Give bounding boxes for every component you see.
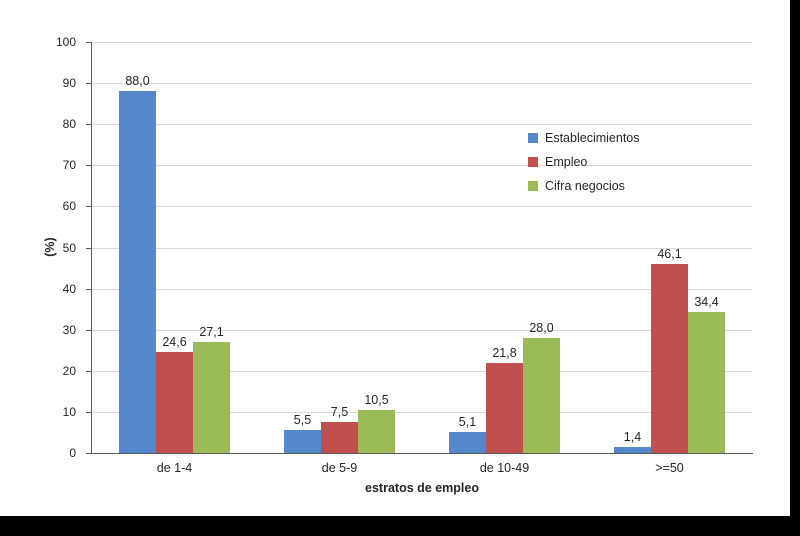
bar-Cifra negocios-de 1-4: 27,1 (193, 325, 230, 453)
y-tick-label: 30 (62, 322, 76, 337)
y-tick-mark (86, 124, 91, 126)
plot-area: 88,0 24,6 27,1 5,5 7,5 10,5 5,1 21,8 28,0 1,4 46,1… (92, 42, 752, 453)
y-axis-title: (%) (43, 237, 57, 257)
bar-value-label: 1,4 (623, 430, 642, 445)
y-tick-mark (86, 206, 91, 208)
bar-Empleo-de 5-9: 7,5 (321, 405, 358, 453)
y-tick-mark (86, 42, 91, 43)
gridline (92, 329, 752, 331)
x-category-label: de 10-49 (479, 461, 530, 475)
gridline (92, 206, 752, 208)
legend-item: Cifra negocios (528, 174, 640, 198)
bar-Establecimientos->=50: 1,4 (614, 430, 651, 453)
y-tick-mark (86, 83, 91, 85)
y-tick-mark (86, 165, 91, 167)
bar-value-label: 24,6 (162, 334, 187, 349)
gridline (92, 42, 752, 43)
x-axis-line (91, 453, 753, 454)
legend-label: Empleo (545, 155, 588, 169)
bar-value-label: 10,5 (364, 392, 389, 407)
y-tick-mark (86, 453, 91, 454)
y-tick-label: 90 (62, 76, 76, 91)
bar-Empleo-de 10-49: 21,8 (486, 346, 523, 453)
bar-Cifra negocios->=50: 34,4 (688, 295, 725, 453)
bar-Establecimientos-de 5-9: 5,5 (284, 413, 321, 453)
y-tick-mark (86, 411, 91, 413)
y-tick-mark (86, 329, 91, 331)
bar-Empleo-de 1-4: 24,6 (156, 335, 193, 453)
legend-swatch (528, 181, 538, 191)
bar-value-label: 5,1 (458, 415, 477, 430)
y-tick-label: 40 (62, 281, 76, 296)
gridline (92, 288, 752, 290)
bar-Cifra negocios-de 10-49: 28,0 (523, 321, 560, 453)
legend-label: Establecimientos (545, 131, 640, 145)
y-axis-line (91, 42, 92, 454)
x-category-label: >=50 (655, 461, 684, 475)
y-tick-label: 70 (62, 158, 76, 173)
y-tick-label: 20 (62, 363, 76, 378)
chart-image: 88,0 24,6 27,1 5,5 7,5 10,5 5,1 21,8 28,0 1,4 46,1… (0, 0, 790, 516)
y-tick-mark (86, 370, 91, 372)
bar-Cifra negocios-de 5-9: 10,5 (358, 393, 395, 453)
legend-swatch (528, 133, 538, 143)
bar-group-de 10-49: 5,1 21,8 28,0 (422, 42, 587, 453)
bar-value-label: 27,1 (199, 324, 224, 339)
bar-Empleo->=50: 46,1 (651, 247, 688, 453)
bar-value-label: 88,0 (125, 74, 150, 89)
bar-Establecimientos-de 10-49: 5,1 (449, 415, 486, 453)
bar-value-label: 7,5 (330, 405, 349, 420)
bar-value-label: 46,1 (657, 246, 682, 261)
y-tick-mark (86, 288, 91, 290)
bar-value-label: 34,4 (694, 294, 719, 309)
x-axis-category-labels: de 1-4 de 5-9 de 10-49 >=50 (92, 461, 752, 477)
gridline (92, 124, 752, 126)
y-tick-label: 50 (62, 240, 76, 255)
y-tick-label: 60 (62, 199, 76, 214)
gridline (92, 370, 752, 372)
legend-swatch (528, 157, 538, 167)
x-category-label: de 5-9 (321, 461, 358, 475)
bar-group-de 1-4: 88,0 24,6 27,1 (92, 42, 257, 453)
y-tick-label: 100 (55, 35, 76, 49)
legend-item: Empleo (528, 150, 640, 174)
gridline (92, 165, 752, 167)
gridline (92, 83, 752, 85)
y-tick-label: 80 (62, 117, 76, 132)
legend-item: Establecimientos (528, 126, 640, 150)
legend-label: Cifra negocios (545, 179, 625, 193)
y-tick-label: 0 (69, 446, 76, 460)
bar-value-label: 5,5 (293, 413, 312, 428)
bar-group->=50: 1,4 46,1 34,4 (587, 42, 752, 453)
bar-value-label: 21,8 (492, 346, 517, 361)
bar-value-label: 28,0 (529, 320, 554, 335)
gridline (92, 411, 752, 413)
legend: Establecimientos Empleo Cifra negocios (528, 126, 640, 198)
x-axis-title: estratos de empleo (365, 481, 479, 495)
y-tick-label: 10 (62, 404, 76, 419)
gridline (92, 247, 752, 249)
x-category-label: de 1-4 (156, 461, 193, 475)
bar-group-de 5-9: 5,5 7,5 10,5 (257, 42, 422, 453)
bar-Establecimientos-de 1-4: 88,0 (119, 74, 156, 453)
y-tick-mark (86, 247, 91, 249)
